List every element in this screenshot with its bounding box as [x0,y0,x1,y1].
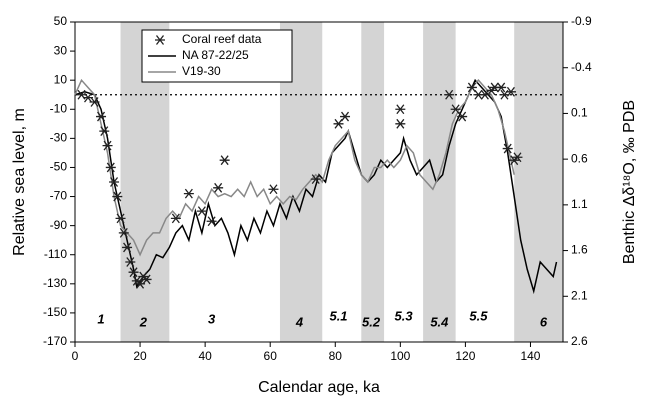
x-tick-label: 120 [455,349,475,363]
coral-point [183,188,194,199]
coral-point [89,97,100,107]
x-tick-label: 100 [390,349,410,363]
coral-point [128,267,139,278]
y2-tick-label: 2.1 [571,288,588,302]
series-line [74,78,515,257]
coral-point [118,228,129,238]
y-tick-label: 50 [54,14,68,28]
legend: Coral reef data NA 87-22/25 V19-30 [141,29,293,83]
shaded-period [423,22,456,342]
coral-point [395,104,406,115]
coral-point [125,257,136,267]
y2-tick-label: -0.4 [571,60,592,74]
coral-point [450,104,461,115]
shaded-period [514,22,563,342]
coral-point [105,162,116,173]
coral-point [268,184,279,195]
stage-label: 6 [540,315,548,330]
legend-label: Coral reef data [182,32,262,46]
y-tick-label: -30 [50,131,68,145]
y-tick-label: 30 [54,43,68,57]
y2-axis-label: Benthic Δδ¹⁸O, ‰ PDB [621,100,638,264]
coral-point [466,82,477,93]
y-tick-label: -130 [43,276,67,290]
coral-point [206,216,217,227]
y2-tick-label: 1.6 [571,243,588,257]
y-tick-label: 10 [54,72,68,86]
coral-point [310,174,321,184]
y-tick-label: -50 [50,160,68,174]
plot-frame [74,21,564,343]
coral-point [141,274,152,285]
coral-point [502,143,513,154]
y-tick-label: -90 [50,218,68,232]
coral-point [96,111,107,122]
coral-point [213,182,224,193]
stage-label: 5.4 [430,315,449,330]
coral-point [505,86,516,97]
coral-point [196,206,207,216]
stage-label: 5.1 [329,309,347,324]
coral-point [102,140,113,151]
coral-point [170,213,181,224]
stage-label: 5.3 [395,309,414,324]
stage-label: 5.5 [469,309,488,324]
coral-point [444,89,455,100]
y2-tick-label: 2.6 [571,334,588,348]
legend-marker [155,35,165,45]
coral-point [340,111,351,122]
coral-point [457,111,468,122]
coral-point [333,118,344,129]
stage-label: 1 [97,312,104,327]
coral-point [395,118,406,129]
coral-point [115,213,126,224]
x-tick-label: 140 [520,349,540,363]
stage-label: 3 [208,312,216,327]
y-tick-label: -170 [43,334,67,348]
coral-point [112,191,123,202]
stage-label: 5.2 [362,315,381,330]
x-tick-label: 40 [198,349,212,363]
coral-point [122,242,133,253]
coral-point [109,177,120,187]
y2-tick-label: 0.1 [571,106,588,120]
series-line [74,78,558,295]
y2-tick-label: 1.1 [571,197,588,211]
coral-point [496,82,507,93]
y-tick-label: -70 [50,189,68,203]
shaded-period [361,22,385,342]
y2-tick-label: 0.6 [571,151,588,165]
y-axis-label: Relative sea level, m [11,108,28,256]
stage-label: 4 [295,315,304,330]
x-tick-label: 0 [72,349,79,363]
y-tick-label: -110 [44,247,67,261]
y2-tick-label: -0.9 [571,14,592,28]
coral-point [512,152,523,163]
x-tick-label: 20 [133,349,147,363]
coral-point [99,126,110,136]
y-tick-label: -10 [50,101,68,115]
stage-label: 2 [139,315,148,330]
x-tick-label: 60 [264,349,278,363]
y-tick-label: -150 [43,305,67,319]
coral-point [219,155,230,166]
legend-label: V19-30 [182,64,221,78]
x-axis-label: Calendar age, ka [258,379,380,396]
legend-label: NA 87-22/25 [182,48,249,62]
x-tick-label: 80 [329,349,343,363]
